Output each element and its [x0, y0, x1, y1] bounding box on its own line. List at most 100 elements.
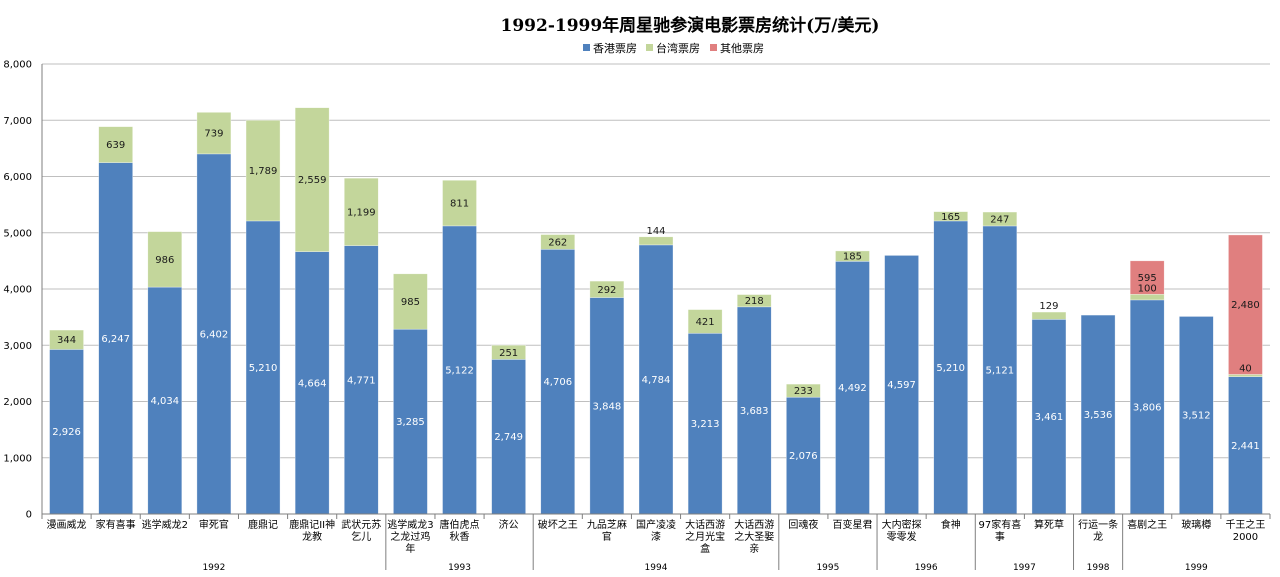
- data-label: 2,480: [1231, 300, 1260, 311]
- x-category-label: 大话西游之月光宝盒: [685, 518, 725, 555]
- bar-hk-24: [1228, 376, 1263, 515]
- y-tick-label: 4,000: [3, 285, 32, 296]
- x-category-label: 行运一条龙: [1078, 518, 1118, 543]
- legend-label-0: 香港票房: [593, 42, 637, 55]
- data-label: 3,285: [396, 417, 425, 428]
- data-label: 3,512: [1182, 411, 1211, 422]
- y-tick-label: 7,000: [3, 116, 32, 127]
- bar-tw-4: [245, 120, 281, 222]
- x-category-label: 国产凌凌漆: [636, 518, 676, 543]
- x-category-line: 秋香: [450, 530, 470, 543]
- data-label: 2,749: [494, 432, 523, 443]
- data-label: 3,213: [691, 419, 720, 430]
- x-category-label: 破坏之王: [538, 518, 578, 531]
- bar-hk-21: [1080, 314, 1116, 515]
- data-label: 595: [1138, 273, 1157, 284]
- data-label: 262: [548, 237, 567, 248]
- data-label: 3,461: [1035, 412, 1064, 423]
- x-category-line: 千王之王: [1225, 518, 1265, 531]
- legend-label-2: 其他票房: [720, 42, 764, 55]
- data-label: 3,806: [1133, 402, 1162, 413]
- legend-swatch-2: [710, 44, 717, 51]
- x-category-label: 鹿鼎记II神龙教: [289, 518, 335, 543]
- bar-hk-22: [1129, 299, 1165, 515]
- bar-tw-6: [343, 177, 379, 246]
- bar-tw-16: [835, 250, 870, 262]
- x-category-label: 唐伯虎点秋香: [440, 518, 480, 543]
- x-category-label: 食神: [941, 518, 961, 531]
- data-label: 3,536: [1084, 410, 1113, 421]
- x-category-line: 零零发: [887, 530, 917, 543]
- data-label: 40: [1239, 363, 1252, 374]
- bar-tw-24: [1228, 374, 1263, 377]
- data-label: 4,706: [543, 377, 572, 388]
- x-category-line: 九品芝麻: [587, 518, 627, 531]
- data-label: 4,664: [298, 378, 327, 389]
- x-category-line: 漆: [651, 530, 661, 543]
- y-tick-label: 2,000: [3, 397, 32, 408]
- x-category-line: 大话西游: [734, 518, 774, 531]
- x-category-line: 之月光宝: [685, 530, 725, 543]
- x-category-label: 玻璃樽: [1181, 518, 1211, 531]
- x-category-line: 唐伯虎点: [440, 518, 480, 531]
- bar-tw-18: [933, 211, 969, 222]
- x-category-line: 逃学威龙3: [387, 518, 433, 531]
- year-label: 1999: [1185, 563, 1208, 573]
- data-label: 4,784: [642, 375, 671, 386]
- x-category-line: 之龙过鸡: [390, 530, 430, 543]
- bar-hk-0: [49, 349, 84, 515]
- bar-hk-15: [786, 396, 821, 515]
- y-tick-label: 0: [26, 510, 32, 521]
- x-category-line: 行运一条: [1078, 518, 1118, 531]
- x-category-line: 大内密探: [882, 518, 922, 531]
- year-label: 1995: [816, 563, 839, 573]
- x-category-line: 百变星君: [832, 518, 872, 531]
- bar-tw-11: [589, 280, 625, 298]
- data-label: 4,771: [347, 375, 376, 386]
- x-category-label: 九品芝麻官: [587, 518, 627, 543]
- x-category-line: 回魂夜: [788, 518, 818, 531]
- x-category-line: 漫画威龙: [47, 518, 87, 531]
- x-category-line: 大话西游: [685, 518, 725, 531]
- bar-hk-17: [884, 255, 919, 515]
- data-label: 739: [204, 129, 223, 140]
- bar-tw-5: [294, 107, 330, 252]
- bar-hk-9: [491, 359, 526, 515]
- year-label: 1993: [448, 563, 471, 573]
- x-category-line: 鹿鼎记: [248, 518, 278, 531]
- data-label: 6,247: [101, 334, 130, 345]
- bar-tw-2: [147, 231, 183, 288]
- x-category-line: 喜剧之王: [1127, 518, 1167, 531]
- data-label: 251: [499, 348, 518, 359]
- data-label: 129: [1039, 301, 1058, 312]
- y-tick-label: 3,000: [3, 341, 32, 352]
- x-category-label: 喜剧之王: [1127, 518, 1167, 531]
- year-label: 1998: [1087, 563, 1110, 573]
- x-category-line: 算死草: [1034, 518, 1064, 531]
- data-label: 3,683: [740, 406, 769, 417]
- bar-hk-8: [442, 225, 477, 515]
- bar-hk-1: [98, 162, 133, 515]
- x-category-line: 亲: [749, 542, 759, 555]
- bar-tw-13: [687, 309, 723, 334]
- data-label: 5,210: [249, 363, 278, 374]
- bar-other-24: [1228, 234, 1263, 375]
- x-category-line: 2000: [1233, 532, 1258, 543]
- bar-tw-7: [393, 273, 428, 330]
- data-label: 2,559: [298, 175, 327, 186]
- bar-tw-12: [638, 236, 674, 246]
- x-category-label: 大话西游之大圣娶亲: [734, 518, 774, 555]
- year-label: 1996: [915, 563, 938, 573]
- data-label: 6,402: [200, 329, 229, 340]
- bar-tw-9: [491, 344, 526, 360]
- x-category-line: 鹿鼎记II神: [289, 518, 335, 531]
- data-label: 421: [696, 317, 715, 328]
- year-label: 1997: [1013, 563, 1036, 573]
- data-label: 4,597: [887, 380, 916, 391]
- bar-tw-19: [982, 211, 1018, 227]
- data-label: 5,121: [986, 365, 1015, 376]
- y-axis: 0 1,000 2,000 3,000 4,000 5,000 6,000 7,000 8,00…: [3, 60, 43, 521]
- x-category-label: 家有喜事: [96, 518, 136, 531]
- data-label: 811: [450, 199, 469, 210]
